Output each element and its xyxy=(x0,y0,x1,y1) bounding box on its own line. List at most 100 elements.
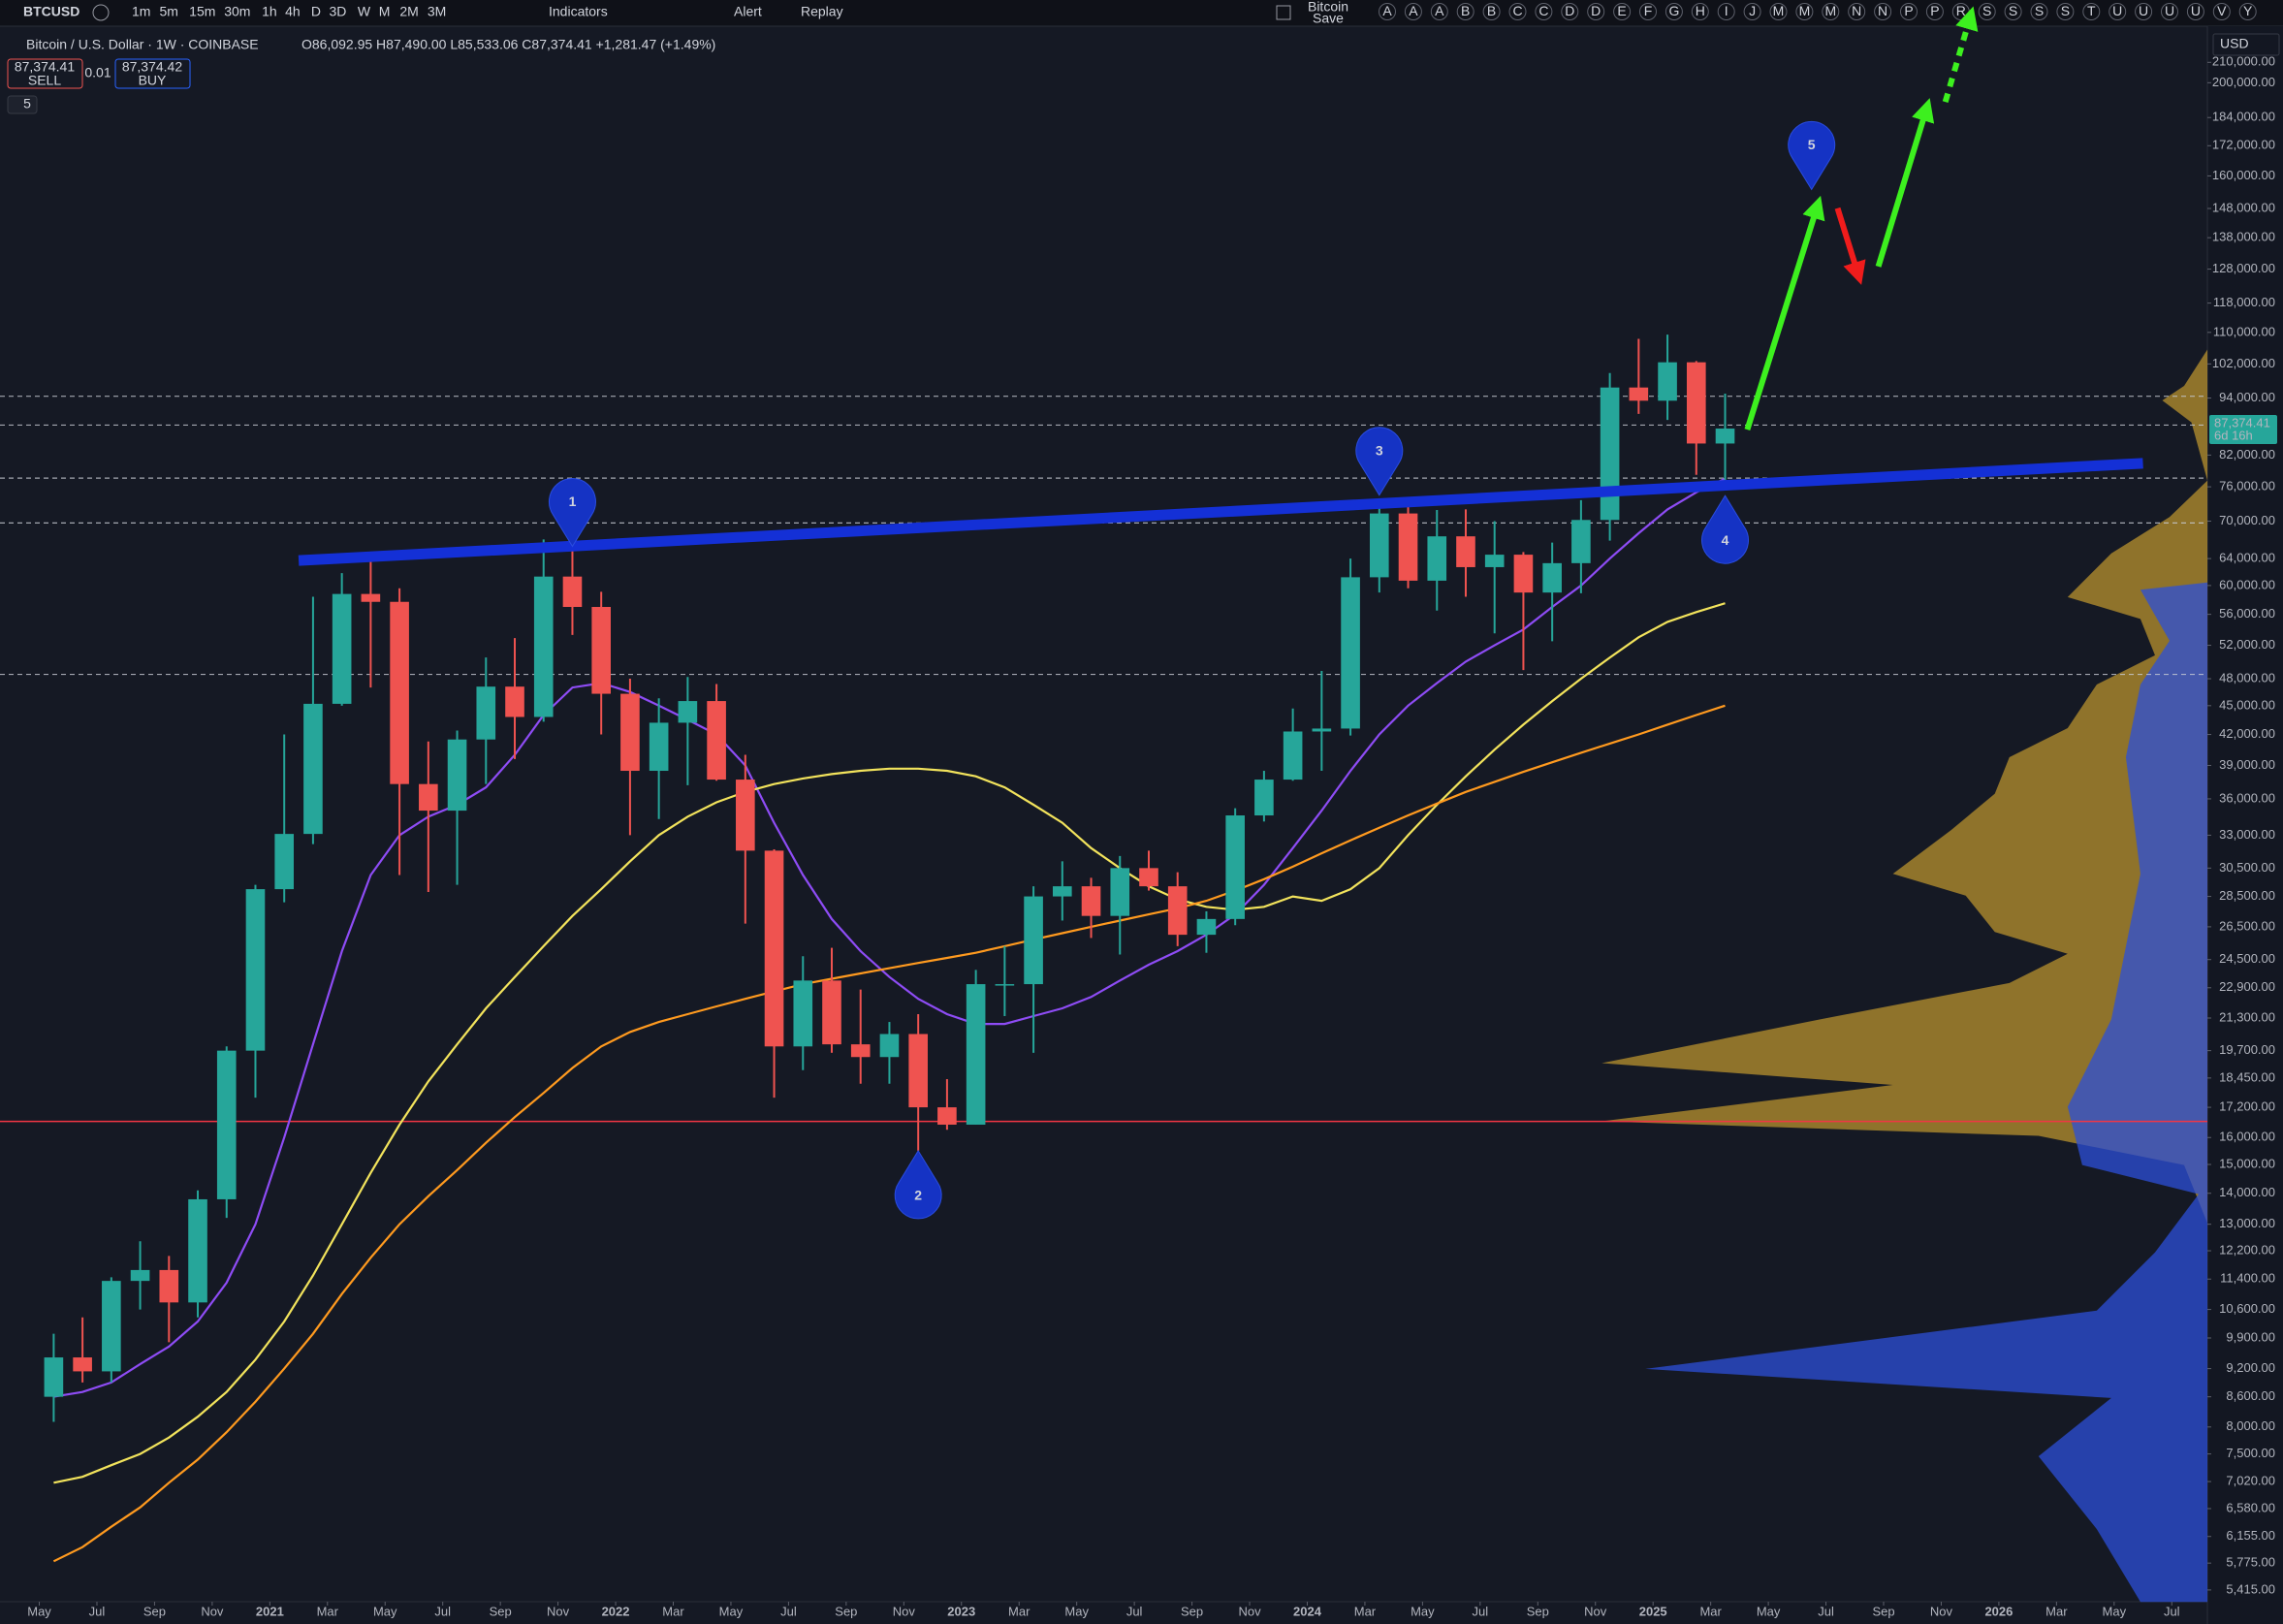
layout-name[interactable]: Bitcoin xyxy=(1308,0,1348,15)
candle-body xyxy=(1312,728,1332,732)
candle-body xyxy=(1196,918,1217,936)
annotation-label: 3 xyxy=(1376,442,1383,458)
y-tick-label: 70,000.00 xyxy=(2219,513,2275,527)
candle-body xyxy=(822,980,841,1045)
interval-button[interactable]: M xyxy=(379,4,391,19)
candle-body xyxy=(649,722,669,772)
letter: B xyxy=(1487,3,1496,18)
letter: U xyxy=(2191,3,2201,18)
candle-body xyxy=(1283,731,1303,780)
x-tick-label: Jul xyxy=(1818,1604,1834,1618)
letter-circle xyxy=(1717,3,1735,20)
y-tick-label: 12,200.00 xyxy=(2219,1242,2275,1257)
candle-body xyxy=(1053,886,1072,897)
x-tick-label: Sep xyxy=(835,1604,857,1618)
y-tick-label: 45,000.00 xyxy=(2219,697,2275,712)
annotation-balloon xyxy=(1355,427,1404,496)
y-tick-label: 22,900.00 xyxy=(2219,979,2275,994)
add-symbol[interactable] xyxy=(92,4,110,21)
x-tick-label: May xyxy=(1411,1604,1435,1618)
letter-circle xyxy=(1482,3,1501,20)
candle-body xyxy=(1398,513,1418,581)
y-tick-label: 138,000.00 xyxy=(2212,230,2275,244)
annotation-balloon xyxy=(1701,494,1749,564)
annotation-balloon xyxy=(1788,120,1836,191)
x-tick-label: Jul xyxy=(89,1604,106,1618)
candle-body xyxy=(937,1107,957,1125)
interval-button[interactable]: 4h xyxy=(285,4,301,19)
interval-button[interactable]: 15m xyxy=(189,4,215,19)
letter-circle xyxy=(1508,3,1527,20)
letter: I xyxy=(1725,3,1728,18)
letter: J xyxy=(1749,3,1756,18)
indicators-button[interactable]: Indicators xyxy=(549,4,608,19)
candle-body xyxy=(1686,362,1706,444)
y-tick-label: 52,000.00 xyxy=(2219,637,2275,652)
x-tick-label: May xyxy=(2103,1604,2127,1618)
letter: A xyxy=(1382,3,1392,18)
interval-button[interactable]: D xyxy=(311,4,321,19)
interval-button[interactable]: 3M xyxy=(428,4,446,19)
letter: U xyxy=(2165,3,2174,18)
letter: G xyxy=(1668,3,1679,18)
sell-button[interactable] xyxy=(7,58,83,89)
y-tick-label: 160,000.00 xyxy=(2212,168,2275,182)
candle-body xyxy=(1715,429,1735,444)
interval-button[interactable]: 1h xyxy=(262,4,277,19)
candle-body xyxy=(102,1281,121,1372)
x-tick-label: May xyxy=(27,1604,51,1618)
interval-button[interactable]: 5m xyxy=(160,4,178,19)
y-tick-label: 33,000.00 xyxy=(2219,827,2275,842)
sell-price: 87,374.41 xyxy=(15,59,75,75)
x-tick-label: Nov xyxy=(201,1604,224,1618)
interval-button[interactable]: 3D xyxy=(330,4,347,19)
candle-body xyxy=(44,1357,64,1397)
letter: C xyxy=(1538,3,1548,18)
currency-box[interactable] xyxy=(2212,33,2280,56)
letter-circle xyxy=(1561,3,1579,20)
letter-circle xyxy=(1535,3,1553,20)
candle-body xyxy=(1456,536,1475,567)
letter: T xyxy=(2087,3,2096,18)
letter: S xyxy=(2009,3,2017,18)
alert-button[interactable]: Alert xyxy=(734,4,762,19)
y-tick-label: 210,000.00 xyxy=(2212,54,2275,69)
y-tick-label: 148,000.00 xyxy=(2212,200,2275,214)
letter-circle xyxy=(2135,3,2153,20)
toolbar xyxy=(0,0,2283,26)
letter-circle xyxy=(1925,3,1944,20)
candle-body xyxy=(361,593,381,602)
letter-circle xyxy=(1404,3,1422,20)
y-tick-label: 102,000.00 xyxy=(2212,356,2275,370)
letter-circle xyxy=(1639,3,1657,20)
y-tick-label: 5,415.00 xyxy=(2226,1581,2275,1596)
y-tick-label: 60,000.00 xyxy=(2219,577,2275,591)
x-tick-label: May xyxy=(1757,1604,1781,1618)
interval-button[interactable]: W xyxy=(358,4,371,19)
replay-button[interactable]: Replay xyxy=(801,4,843,19)
letter-circle xyxy=(2161,3,2178,20)
buy-button[interactable] xyxy=(114,58,191,89)
letter: S xyxy=(2035,3,2044,18)
interval-button[interactable]: 1m xyxy=(132,4,150,19)
interval-button[interactable]: 30m xyxy=(224,4,250,19)
candle-body xyxy=(1139,868,1158,887)
collapse-chip[interactable] xyxy=(7,95,38,114)
candle-body xyxy=(188,1198,207,1303)
y-tick-label: 42,000.00 xyxy=(2219,726,2275,741)
symbol[interactable]: BTCUSD xyxy=(23,4,79,19)
y-tick-label: 8,600.00 xyxy=(2226,1388,2275,1403)
letter: Y xyxy=(2243,3,2253,18)
interval-button[interactable]: 2M xyxy=(399,4,418,19)
letter: H xyxy=(1696,3,1705,18)
buy-label: BUY xyxy=(139,73,167,88)
candle-body xyxy=(966,984,986,1125)
arrow-up xyxy=(1744,195,1825,430)
layout-status: Save xyxy=(1313,11,1344,26)
x-tick-label: Nov xyxy=(1238,1604,1261,1618)
last-price-label: 87,374.41 xyxy=(2214,415,2270,430)
x-tick-label: Mar xyxy=(1354,1604,1377,1618)
letter-circle xyxy=(1665,3,1683,20)
candle-body xyxy=(447,739,467,812)
last-price-countdown: 6d 16h xyxy=(2214,428,2253,442)
